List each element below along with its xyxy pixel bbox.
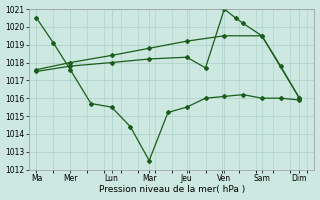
X-axis label: Pression niveau de la mer( hPa ): Pression niveau de la mer( hPa ) xyxy=(99,185,245,194)
